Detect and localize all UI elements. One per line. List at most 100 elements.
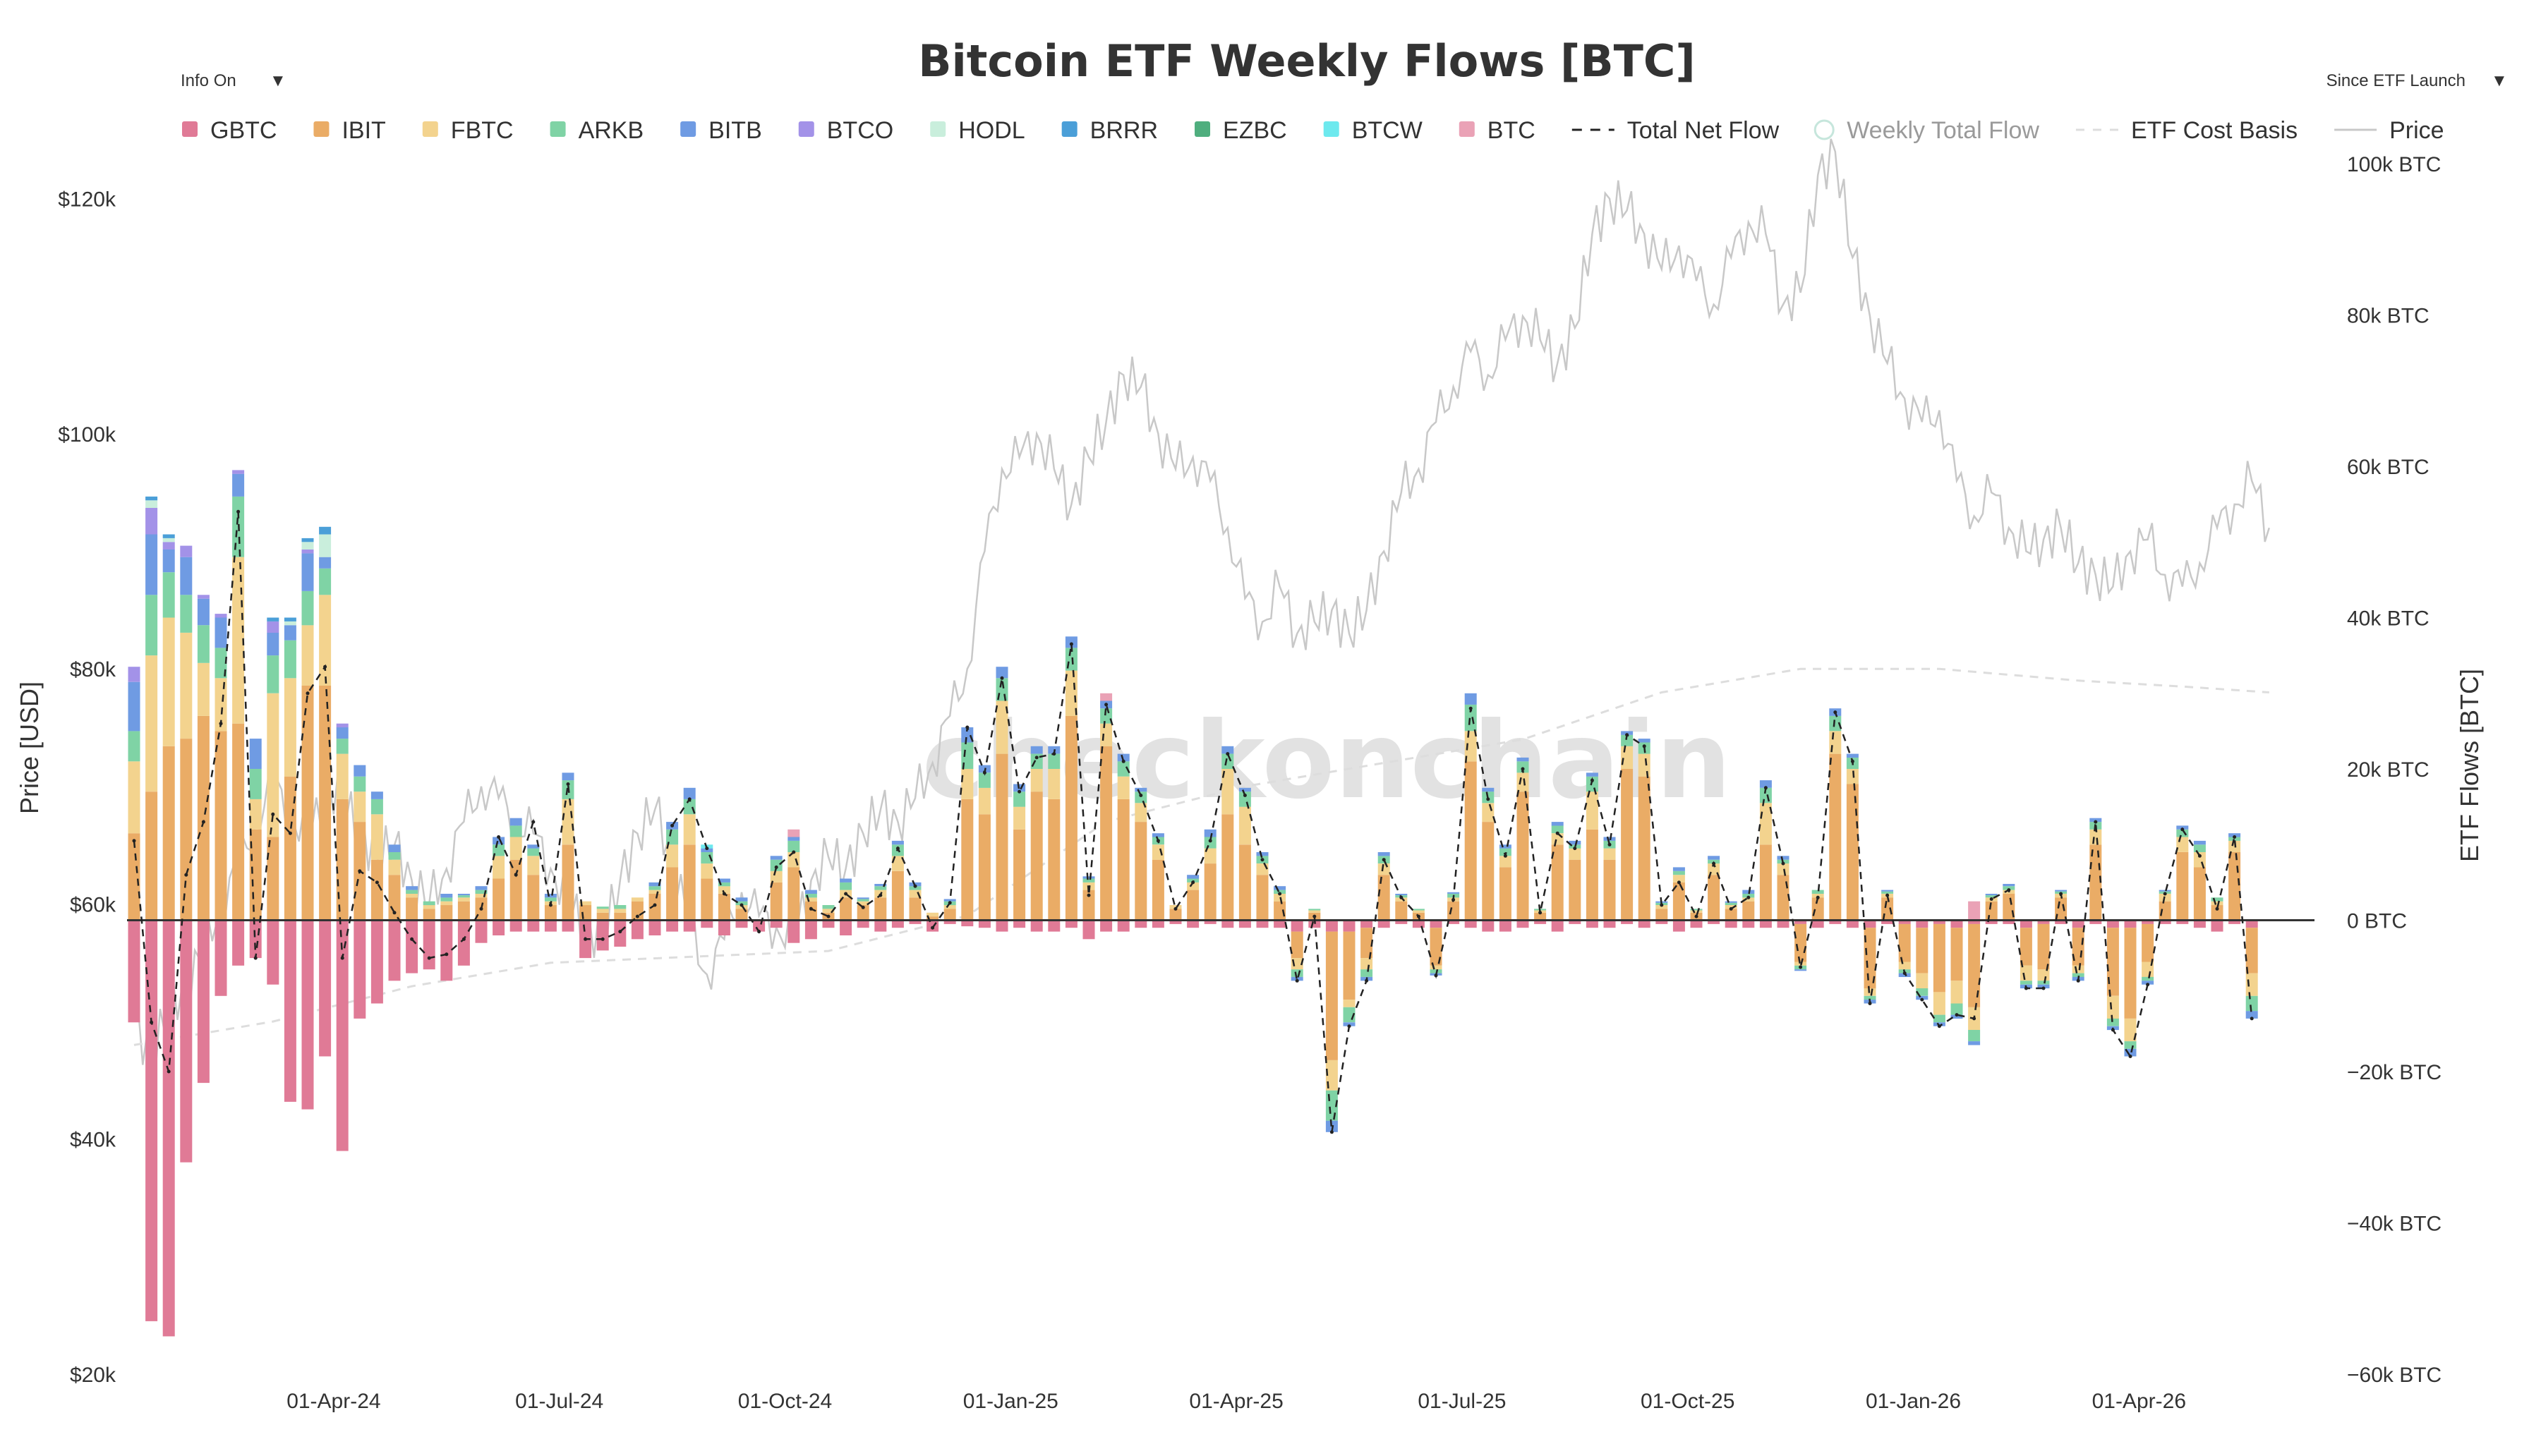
legend-item-ezbc[interactable]: EZBC [1195,117,1287,144]
bar-segment-bitb [857,897,869,899]
bar-segment-gbtc [1968,920,1981,924]
bar-segment-gbtc [1569,920,1581,924]
bar-segment-bitb [961,727,974,743]
week-bar-stack [1551,822,1564,932]
bar-segment-ibit [128,833,140,921]
week-bar-stack [509,818,522,932]
net-flow-point [1590,778,1594,782]
bar-segment-bitb [2176,825,2189,830]
bar-segment-ibit [1325,931,1338,1060]
bar-segment-bitb [354,765,366,777]
week-bar-stack [1048,746,1061,932]
net-flow-point [1104,703,1109,707]
net-flow-point [1763,786,1768,790]
bar-segment-gbtc [1308,920,1321,928]
net-flow-point [931,926,935,930]
bar-segment-gbtc [2159,920,2171,924]
bar-segment-bitb [891,840,904,845]
bar-segment-fbtc [891,856,904,871]
net-flow-point [1226,752,1230,756]
bar-segment-btco [180,545,193,557]
week-bar-stack [215,614,227,996]
legend-item-brrr[interactable]: BRRR [1061,117,1158,144]
bar-segment-arkb [2106,1018,2119,1026]
legend-item-gbtc[interactable]: GBTC [182,117,277,144]
net-flow-point [1173,906,1178,911]
legend-item-fbtc[interactable]: FBTC [422,117,514,144]
legend-item-arkb[interactable]: ARKB [550,117,644,144]
bar-segment-arkb [1430,969,1442,973]
legend-item-ibit[interactable]: IBIT [313,117,386,144]
bar-segment-gbtc [162,920,175,1337]
bar-segment-fbtc [1238,806,1251,845]
bar-segment-arkb [1586,776,1598,792]
week-bar-stack [596,906,609,951]
net-flow-point [1555,831,1559,835]
bar-segment-fbtc [2211,901,2223,906]
week-bar-stack [2176,825,2189,924]
legend-item-btc[interactable]: BTC [1459,117,1535,144]
net-flow-point [879,893,883,897]
bar-segment-ibit [1708,875,1720,921]
bar-segment-gbtc [267,920,279,985]
bar-segment-bitb [1777,856,1789,860]
bar-segment-fbtc [943,905,956,909]
bar-segment-bitb [1325,1120,1338,1132]
legend-item-btco[interactable]: BTCO [798,117,893,144]
bar-segment-bitb [1603,837,1616,841]
legend-item-bitb[interactable]: BITB [680,117,762,144]
legend-item-btcw[interactable]: BTCW [1323,117,1423,144]
y-axis-left-title: Price [USD] [15,681,44,814]
bar-segment-gbtc [128,920,140,1023]
bar-segment-bitb [562,772,574,781]
legend-item-hodl[interactable]: HODL [930,117,1025,144]
bar-segment-gbtc [2176,920,2189,924]
range-select-chevron-down-icon[interactable]: ▼ [2491,71,2508,90]
net-flow-point [1712,861,1716,866]
y-right-tick-label: −20k BTC [2347,1061,2442,1084]
bar-segment-gbtc [1950,920,1963,928]
bar-segment-gbtc [197,920,210,1084]
bar-segment-gbtc [215,920,227,996]
bar-segment-ibit [423,909,435,921]
net-flow-point [1191,880,1195,885]
week-bar-stack [457,894,470,966]
info-toggle-label[interactable]: Info On [181,71,236,90]
bar-segment-gbtc [631,920,644,940]
bar-segment-ibit [1499,867,1511,921]
bar-segment-fbtc [457,897,470,902]
net-flow-point [757,930,761,934]
bar-segment-bitb [1586,772,1598,777]
bar-segment-bitb [1187,875,1200,879]
bar-segment-bitb [1238,787,1251,792]
week-bar-stack [336,723,349,1151]
legend-item-price[interactable]: Price [2334,117,2444,144]
legend-item-total-net-flow[interactable]: Total Net Flow [1571,117,1780,144]
bar-segment-ibit [2176,852,2189,921]
bar-segment-gbtc [370,920,383,1004]
week-bar-stack [128,667,140,1023]
bar-segment-fbtc [1430,965,1442,970]
net-flow-point [2111,1028,2115,1032]
bar-segment-ibit [232,723,245,921]
bar-segment-gbtc [978,920,991,928]
legend-item-etf-cost-basis[interactable]: ETF Cost Basis [2075,117,2298,144]
net-flow-point [514,873,518,877]
week-bar-stack [2106,920,2119,1031]
week-bar-stack [840,878,852,935]
range-select-label[interactable]: Since ETF Launch [2326,71,2465,90]
bar-segment-gbtc [2124,920,2137,928]
net-flow-point [1833,710,1837,715]
bar-segment-gbtc [735,920,748,928]
y-axis-left-ticks: $20k $40k $60k $80k $100k $120k [58,188,116,1387]
legend-item-weekly-total-flow[interactable]: Weekly Total Flow [1813,117,2039,144]
bar-segment-arkb [1013,791,1026,807]
legend-swatch [1323,121,1339,137]
bar-segment-arkb [1690,909,1703,911]
info-toggle-chevron-down-icon[interactable]: ▼ [270,71,286,90]
bar-segment-gbtc [509,920,522,932]
bar-segment-fbtc [267,693,279,837]
bar-segment-fbtc [857,901,869,906]
bar-segment-fbtc [1117,776,1130,799]
bar-segment-ibit [493,878,505,921]
